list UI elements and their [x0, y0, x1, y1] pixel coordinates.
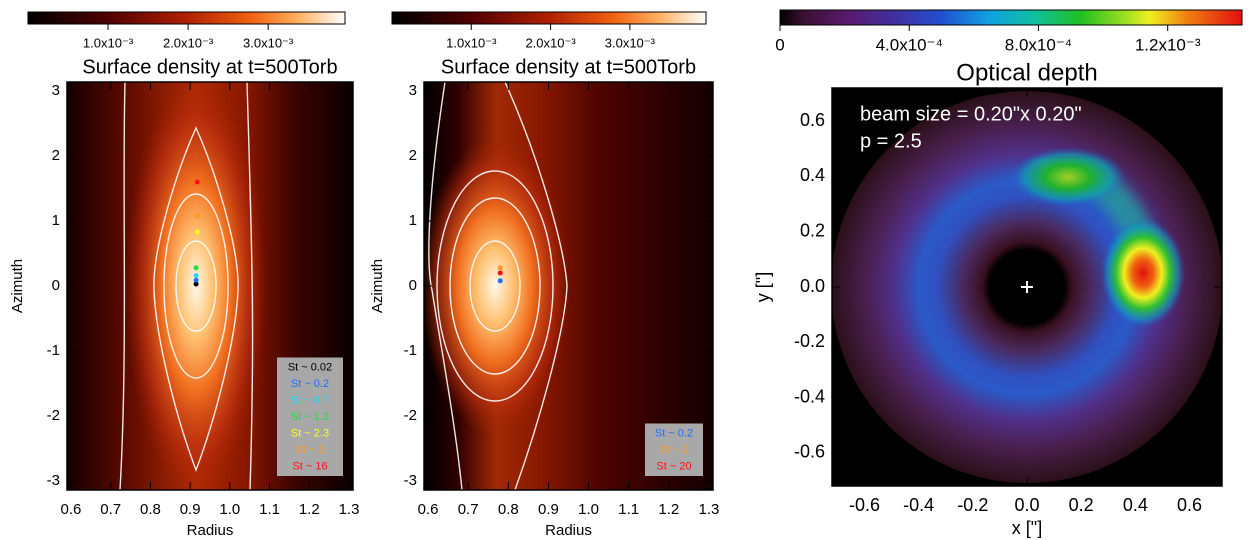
legend-entry: St ~ 20 — [656, 460, 691, 472]
x-tick-label: -0.6 — [849, 495, 880, 515]
colorbar-tick-label: 1.0x10⁻³ — [83, 35, 134, 50]
x-tick-label: 0.9 — [538, 501, 559, 518]
annotation: p = 2.5 — [860, 130, 922, 152]
particle — [497, 265, 503, 271]
colorbar-tick-label: 8.0x10⁻⁴ — [1005, 35, 1072, 54]
colorbar — [780, 10, 1242, 25]
colorbar — [392, 12, 706, 24]
y-tick-label: 3 — [52, 82, 60, 99]
y-axis-label: Azimuth — [9, 259, 26, 313]
y-tick-label: 1 — [409, 212, 417, 229]
colorbar-tick-label: 3.0x10⁻³ — [243, 35, 294, 50]
y-axis-label: Azimuth — [369, 259, 386, 313]
colorbar-tick-label: 0 — [775, 35, 784, 54]
x-tick-label: 1.1 — [618, 501, 639, 518]
x-tick-label: -0.4 — [903, 495, 934, 515]
y-tick-label: 1 — [52, 212, 60, 229]
x-tick-label: 1.1 — [259, 501, 280, 518]
annotation: beam size = 0.20"x 0.20" — [860, 103, 1082, 125]
chart-title: Surface density at t=500Torb — [82, 56, 337, 78]
particle — [497, 278, 503, 284]
particle — [194, 229, 200, 235]
colorbar-tick-label: 1.0x10⁻³ — [446, 35, 497, 50]
colorbar-tick-label: 2.0x10⁻³ — [525, 35, 576, 50]
colorbar-frame — [391, 11, 707, 25]
x-tick-label: 1.2 — [658, 501, 679, 518]
legend-box — [277, 357, 343, 476]
y-tick-label: -0.6 — [794, 442, 825, 462]
x-tick-label: 0.7 — [100, 501, 121, 518]
particle — [193, 265, 199, 271]
particle — [193, 277, 199, 283]
colorbar-tick-label: 2.0x10⁻³ — [163, 35, 214, 50]
y-tick-label: -1 — [404, 342, 417, 359]
legend-entry: St ~ 0.2 — [291, 378, 329, 390]
y-tick-label: -2 — [404, 407, 417, 424]
legend-entry: St ~ 0.7 — [291, 394, 329, 406]
y-tick-label: -3 — [404, 472, 417, 489]
particle — [497, 270, 503, 276]
particle — [194, 179, 200, 185]
legend-entry: St ~ 2 — [659, 444, 688, 456]
particle — [194, 213, 200, 219]
y-tick-label: 0.2 — [800, 220, 825, 240]
y-tick-label: 0 — [409, 277, 417, 294]
y-axis-label: y ["] — [753, 272, 773, 302]
colorbar-frame — [779, 9, 1243, 26]
legend-entry: St ~ 1.2 — [291, 411, 329, 423]
legend-entry: St ~ 0.02 — [288, 361, 332, 373]
x-tick-label: -0.2 — [957, 495, 988, 515]
y-tick-label: 0 — [52, 277, 60, 294]
x-tick-label: 1.3 — [699, 501, 720, 518]
y-tick-label: 0.0 — [800, 276, 825, 296]
y-tick-label: -0.4 — [794, 386, 825, 406]
particle — [193, 273, 199, 279]
y-tick-label: 2 — [409, 147, 417, 164]
y-tick-label: -3 — [47, 472, 60, 489]
colorbar-tick-label: 1.2x10⁻³ — [1135, 35, 1201, 54]
y-tick-label: -0.2 — [794, 331, 825, 351]
density-map — [424, 82, 713, 490]
x-tick-label: 0.4 — [1123, 495, 1148, 515]
x-tick-label: 1.0 — [219, 501, 240, 518]
x-axis-label: Radius — [187, 522, 234, 539]
colorbar — [28, 12, 345, 24]
optical-depth-map — [832, 88, 1222, 486]
colorbar-frame — [27, 11, 346, 25]
x-tick-label: 0.7 — [458, 501, 479, 518]
x-tick-label: 0.6 — [418, 501, 439, 518]
y-tick-label: 0.6 — [800, 110, 825, 130]
legend-entry: St ~ 2.3 — [291, 427, 329, 439]
legend-box — [645, 423, 703, 476]
y-tick-label: 2 — [52, 147, 60, 164]
y-tick-label: -2 — [47, 407, 60, 424]
x-tick-label: 0.6 — [1177, 495, 1202, 515]
colorbar-tick-label: 3.0x10⁻³ — [605, 35, 656, 50]
x-tick-label: 0.2 — [1069, 495, 1094, 515]
x-tick-label: 1.2 — [299, 501, 320, 518]
x-tick-label: 1.3 — [339, 501, 360, 518]
particle — [193, 281, 199, 287]
x-axis-label: Radius — [545, 522, 592, 539]
y-tick-label: -1 — [47, 342, 60, 359]
x-tick-label: 1.0 — [578, 501, 599, 518]
legend-entry: St ~ 3 — [295, 444, 324, 456]
chart-title: Optical depth — [956, 59, 1097, 86]
colorbar-tick-label: 4.0x10⁻⁴ — [876, 35, 943, 54]
x-tick-label: 0.8 — [498, 501, 519, 518]
legend-entry: St ~ 0.2 — [655, 427, 693, 439]
x-tick-label: 0.9 — [180, 501, 201, 518]
x-tick-label: 0.0 — [1014, 495, 1039, 515]
legend-entry: St ~ 16 — [292, 460, 327, 472]
y-tick-label: 0.4 — [800, 165, 825, 185]
y-tick-label: 3 — [409, 82, 417, 99]
x-tick-label: 0.8 — [140, 501, 161, 518]
x-axis-label: x ["] — [1012, 518, 1042, 538]
chart-title: Surface density at t=500Torb — [441, 56, 696, 78]
x-tick-label: 0.6 — [61, 501, 82, 518]
